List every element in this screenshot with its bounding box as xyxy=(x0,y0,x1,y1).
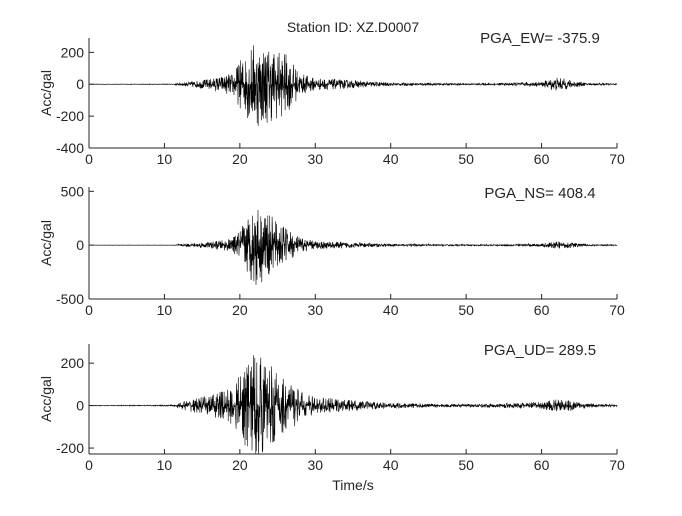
pga-annotation: PGA_EW= -375.9 xyxy=(480,30,600,47)
x-tick-label: 70 xyxy=(609,457,625,473)
y-tick-label: -500 xyxy=(56,291,84,307)
x-tick-label: 60 xyxy=(534,151,550,167)
x-tick-label: 10 xyxy=(157,302,173,318)
x-tick-label: 40 xyxy=(383,457,399,473)
y-tick-label: 200 xyxy=(61,44,85,60)
x-tick-label: 70 xyxy=(609,302,625,318)
y-tick-label: 0 xyxy=(76,76,84,92)
subplot-1: 0 10 20 30 40 50 60 70 -400 -200 0 200 Acc/gal PGA_EW… xyxy=(38,30,625,167)
waveform-series xyxy=(89,355,618,455)
chart-title: Station ID: XZ.D0007 xyxy=(287,19,420,35)
x-tick-label: 50 xyxy=(458,457,474,473)
x-tick-label: 70 xyxy=(609,151,625,167)
x-tick-label: 30 xyxy=(307,151,323,167)
y-tick-label: -400 xyxy=(56,140,84,156)
x-tick-label: 40 xyxy=(383,151,399,167)
x-tick-label: 0 xyxy=(85,457,93,473)
x-tick-label: 60 xyxy=(534,457,550,473)
x-tick-label: 40 xyxy=(383,302,399,318)
y-tick-label: 0 xyxy=(76,237,84,253)
x-tick-label: 20 xyxy=(232,302,248,318)
x-tick-label: 10 xyxy=(157,457,173,473)
x-tick-label: 50 xyxy=(458,302,474,318)
y-tick-label: -200 xyxy=(56,440,84,456)
waveform-series xyxy=(88,209,618,286)
x-tick-label: 0 xyxy=(85,302,93,318)
x-tick-label: 0 xyxy=(85,151,93,167)
x-tick-label: 30 xyxy=(307,457,323,473)
pga-annotation: PGA_UD= 289.5 xyxy=(484,342,596,359)
x-tick-label: 30 xyxy=(307,302,323,318)
y-tick-label: 0 xyxy=(76,398,84,414)
y-tick-label: -200 xyxy=(56,108,84,124)
x-tick-label: 50 xyxy=(458,151,474,167)
y-tick-label: 200 xyxy=(61,355,85,371)
x-tick-label: 60 xyxy=(534,302,550,318)
x-tick-label: 10 xyxy=(157,151,173,167)
x-tick-label: 20 xyxy=(232,151,248,167)
y-tick-label: 500 xyxy=(61,183,85,199)
waveform-series xyxy=(88,45,618,126)
x-axis-label: Time/s xyxy=(332,477,373,493)
x-tick-label: 20 xyxy=(232,457,248,473)
y-axis-label: Acc/gal xyxy=(38,376,54,422)
y-axis-label: Acc/gal xyxy=(38,220,54,266)
y-axis-label: Acc/gal xyxy=(38,70,54,116)
pga-annotation: PGA_NS= 408.4 xyxy=(484,185,595,202)
